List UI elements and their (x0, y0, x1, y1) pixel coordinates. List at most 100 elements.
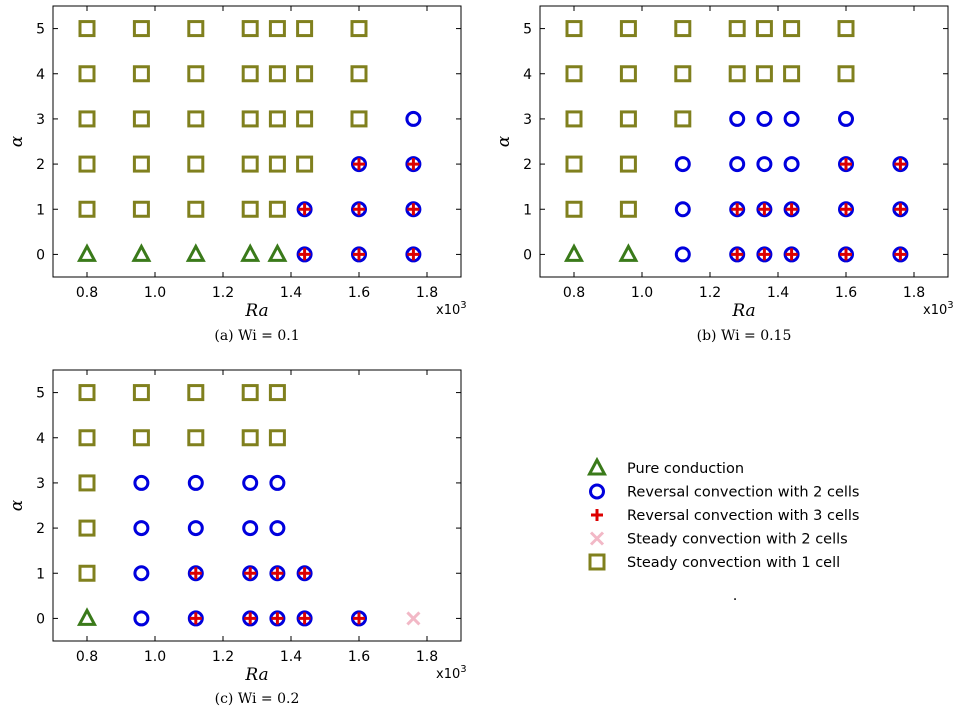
plus-marker (407, 248, 420, 261)
x-axis-multiplier: x103 (436, 300, 467, 318)
data-point (837, 20, 855, 38)
plus-marker (298, 248, 311, 261)
plus-marker (894, 248, 907, 261)
chart-panel-1: 0.8 1.0 1.2 1.4 1.6 1.8 0 1 2 3 4 5 x103 Ra α (a) Wi = … (7, 5, 467, 344)
data-point (296, 610, 313, 627)
data-point (241, 110, 259, 128)
y-tick-label: 2 (523, 157, 532, 173)
data-point (242, 520, 259, 537)
data-point (241, 65, 259, 83)
y-tick-label: 0 (36, 611, 45, 627)
data-point (76, 607, 98, 626)
circle-marker (187, 565, 204, 582)
circle-marker (892, 156, 909, 173)
data-point (838, 110, 854, 127)
x-tick-label: 1.8 (903, 285, 925, 301)
legend-item: Reversal convection with 2 cells (589, 483, 860, 501)
circle-marker (351, 246, 367, 263)
data-point (269, 565, 286, 582)
data-point (756, 110, 773, 127)
circle-marker (783, 201, 800, 218)
data-point (78, 155, 96, 173)
x-tick-label: 1.4 (280, 285, 302, 301)
data-point (405, 246, 422, 263)
data-point (268, 429, 286, 447)
circle-marker (296, 246, 313, 263)
circle-marker (405, 246, 422, 263)
plus-marker (189, 612, 202, 625)
data-point (837, 65, 855, 83)
data-point (187, 610, 204, 627)
data-point (241, 200, 259, 218)
data-point (728, 20, 746, 38)
circle-marker (405, 156, 422, 173)
data-point (350, 110, 368, 128)
y-tick-label: 1 (523, 202, 532, 218)
y-axis-label: α (7, 135, 27, 147)
data-point (268, 155, 286, 173)
legend-item: Reversal convection with 3 cells (591, 508, 860, 524)
data-point (565, 65, 583, 83)
legend-label: Reversal convection with 2 cells (627, 485, 860, 501)
y-axis-label: α (494, 135, 514, 147)
legend-marker (589, 483, 605, 500)
data-point (78, 564, 96, 582)
data-point (838, 201, 854, 218)
plus-marker (353, 612, 365, 625)
data-point (132, 155, 150, 173)
data-point (78, 474, 96, 492)
data-point (268, 20, 286, 38)
data-point (78, 20, 96, 38)
data-point (132, 65, 150, 83)
data-point (187, 200, 205, 218)
data-point (406, 611, 421, 626)
circle-marker (756, 246, 773, 263)
circle-marker (892, 246, 909, 263)
data-point (755, 65, 773, 83)
data-point (351, 201, 367, 218)
x-tick-label: 1.4 (767, 285, 789, 301)
circle-marker (269, 610, 286, 627)
data-point (78, 110, 96, 128)
plot-frame (52, 369, 462, 642)
chart-panel-3: 0.8 1.0 1.2 1.4 1.6 1.8 0 1 2 3 4 5 x103 Ra α (c) Wi = … (7, 369, 467, 707)
data-point (132, 429, 150, 447)
plus-marker (758, 203, 771, 216)
y-tick-label: 4 (36, 67, 45, 83)
data-point (296, 201, 313, 218)
y-tick-label: 5 (36, 22, 45, 38)
circle-marker (351, 156, 367, 173)
data-point (241, 429, 259, 447)
data-point (185, 243, 206, 262)
legend-label: Pure conduction (627, 461, 744, 477)
legend-label: Reversal convection with 3 cells (627, 508, 860, 524)
data-point (133, 520, 150, 537)
data-point (267, 243, 288, 262)
data-point (76, 243, 98, 262)
data-point (565, 155, 583, 173)
plus-marker (189, 567, 202, 580)
plus-marker (407, 203, 420, 216)
circle-marker (242, 610, 259, 627)
data-point (838, 156, 854, 173)
x-axis-multiplier: x103 (923, 300, 954, 318)
x-tick-label: 1.0 (144, 285, 166, 301)
panel-caption: (b) Wi = 0.15 (697, 328, 792, 344)
plus-marker (271, 567, 284, 580)
data-point (351, 610, 367, 627)
legend: Pure conduction Reversal convection with … (586, 456, 860, 604)
circle-marker (783, 246, 800, 263)
data-point (350, 65, 368, 83)
data-point (78, 519, 96, 537)
plus-marker (785, 248, 798, 261)
circle-marker (296, 201, 313, 218)
data-point (187, 384, 205, 402)
data-point (783, 201, 800, 218)
legend-label: Steady convection with 1 cell (627, 555, 840, 571)
data-point (619, 200, 637, 218)
data-point (269, 610, 286, 627)
x-tick-label: 1.2 (212, 649, 234, 665)
circle-marker (838, 201, 854, 218)
data-point (78, 65, 96, 83)
legend-label: Steady convection with 2 cells (627, 532, 848, 548)
